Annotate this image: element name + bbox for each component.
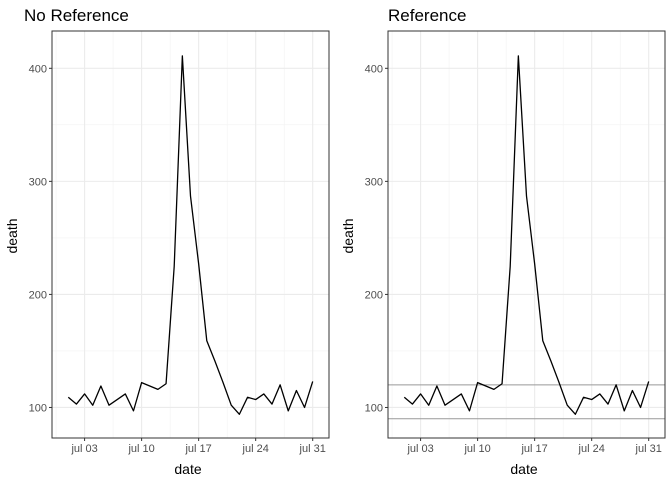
y-tick-label: 100	[29, 402, 47, 414]
chart-title: No Reference	[24, 6, 129, 25]
plot-background	[388, 31, 665, 438]
chart-title: Reference	[388, 6, 466, 25]
series-line	[403, 55, 650, 415]
x-tick-label: jul 24	[242, 443, 269, 455]
y-tick-label: 100	[365, 402, 383, 414]
y-tick-label: 300	[29, 176, 47, 188]
gridlines	[388, 31, 665, 438]
series-line	[67, 55, 314, 415]
y-tick-label: 300	[365, 176, 383, 188]
panel-no-reference: No Reference death date 100 200 300 400 jul …	[4, 6, 330, 477]
plot-background	[52, 31, 329, 438]
panel-border	[51, 30, 330, 439]
x-tick-label: jul 03	[70, 443, 97, 455]
y-axis-label: death	[340, 218, 356, 253]
x-tick-label: jul 24	[578, 443, 605, 455]
y-tick-label: 200	[365, 289, 383, 301]
panel-border	[387, 30, 666, 439]
x-tick-label: jul 31	[299, 443, 326, 455]
x-tick-label: jul 10	[127, 443, 154, 455]
panel-reference: Reference death date 100 200 300 400 jul 03 j…	[340, 6, 666, 477]
x-tick-label: jul 10	[463, 443, 490, 455]
x-tick-label: jul 03	[406, 443, 433, 455]
y-tick-label: 400	[365, 63, 383, 75]
x-tick-label: jul 17	[184, 443, 211, 455]
y-tick-label: 400	[29, 63, 47, 75]
x-axis-label: date	[174, 461, 201, 477]
x-tick-label: jul 17	[520, 443, 547, 455]
gridlines	[52, 31, 329, 438]
x-axis-label: date	[510, 461, 537, 477]
y-axis-label: death	[4, 218, 20, 253]
x-tick-label: jul 31	[635, 443, 662, 455]
y-tick-label: 200	[29, 289, 47, 301]
